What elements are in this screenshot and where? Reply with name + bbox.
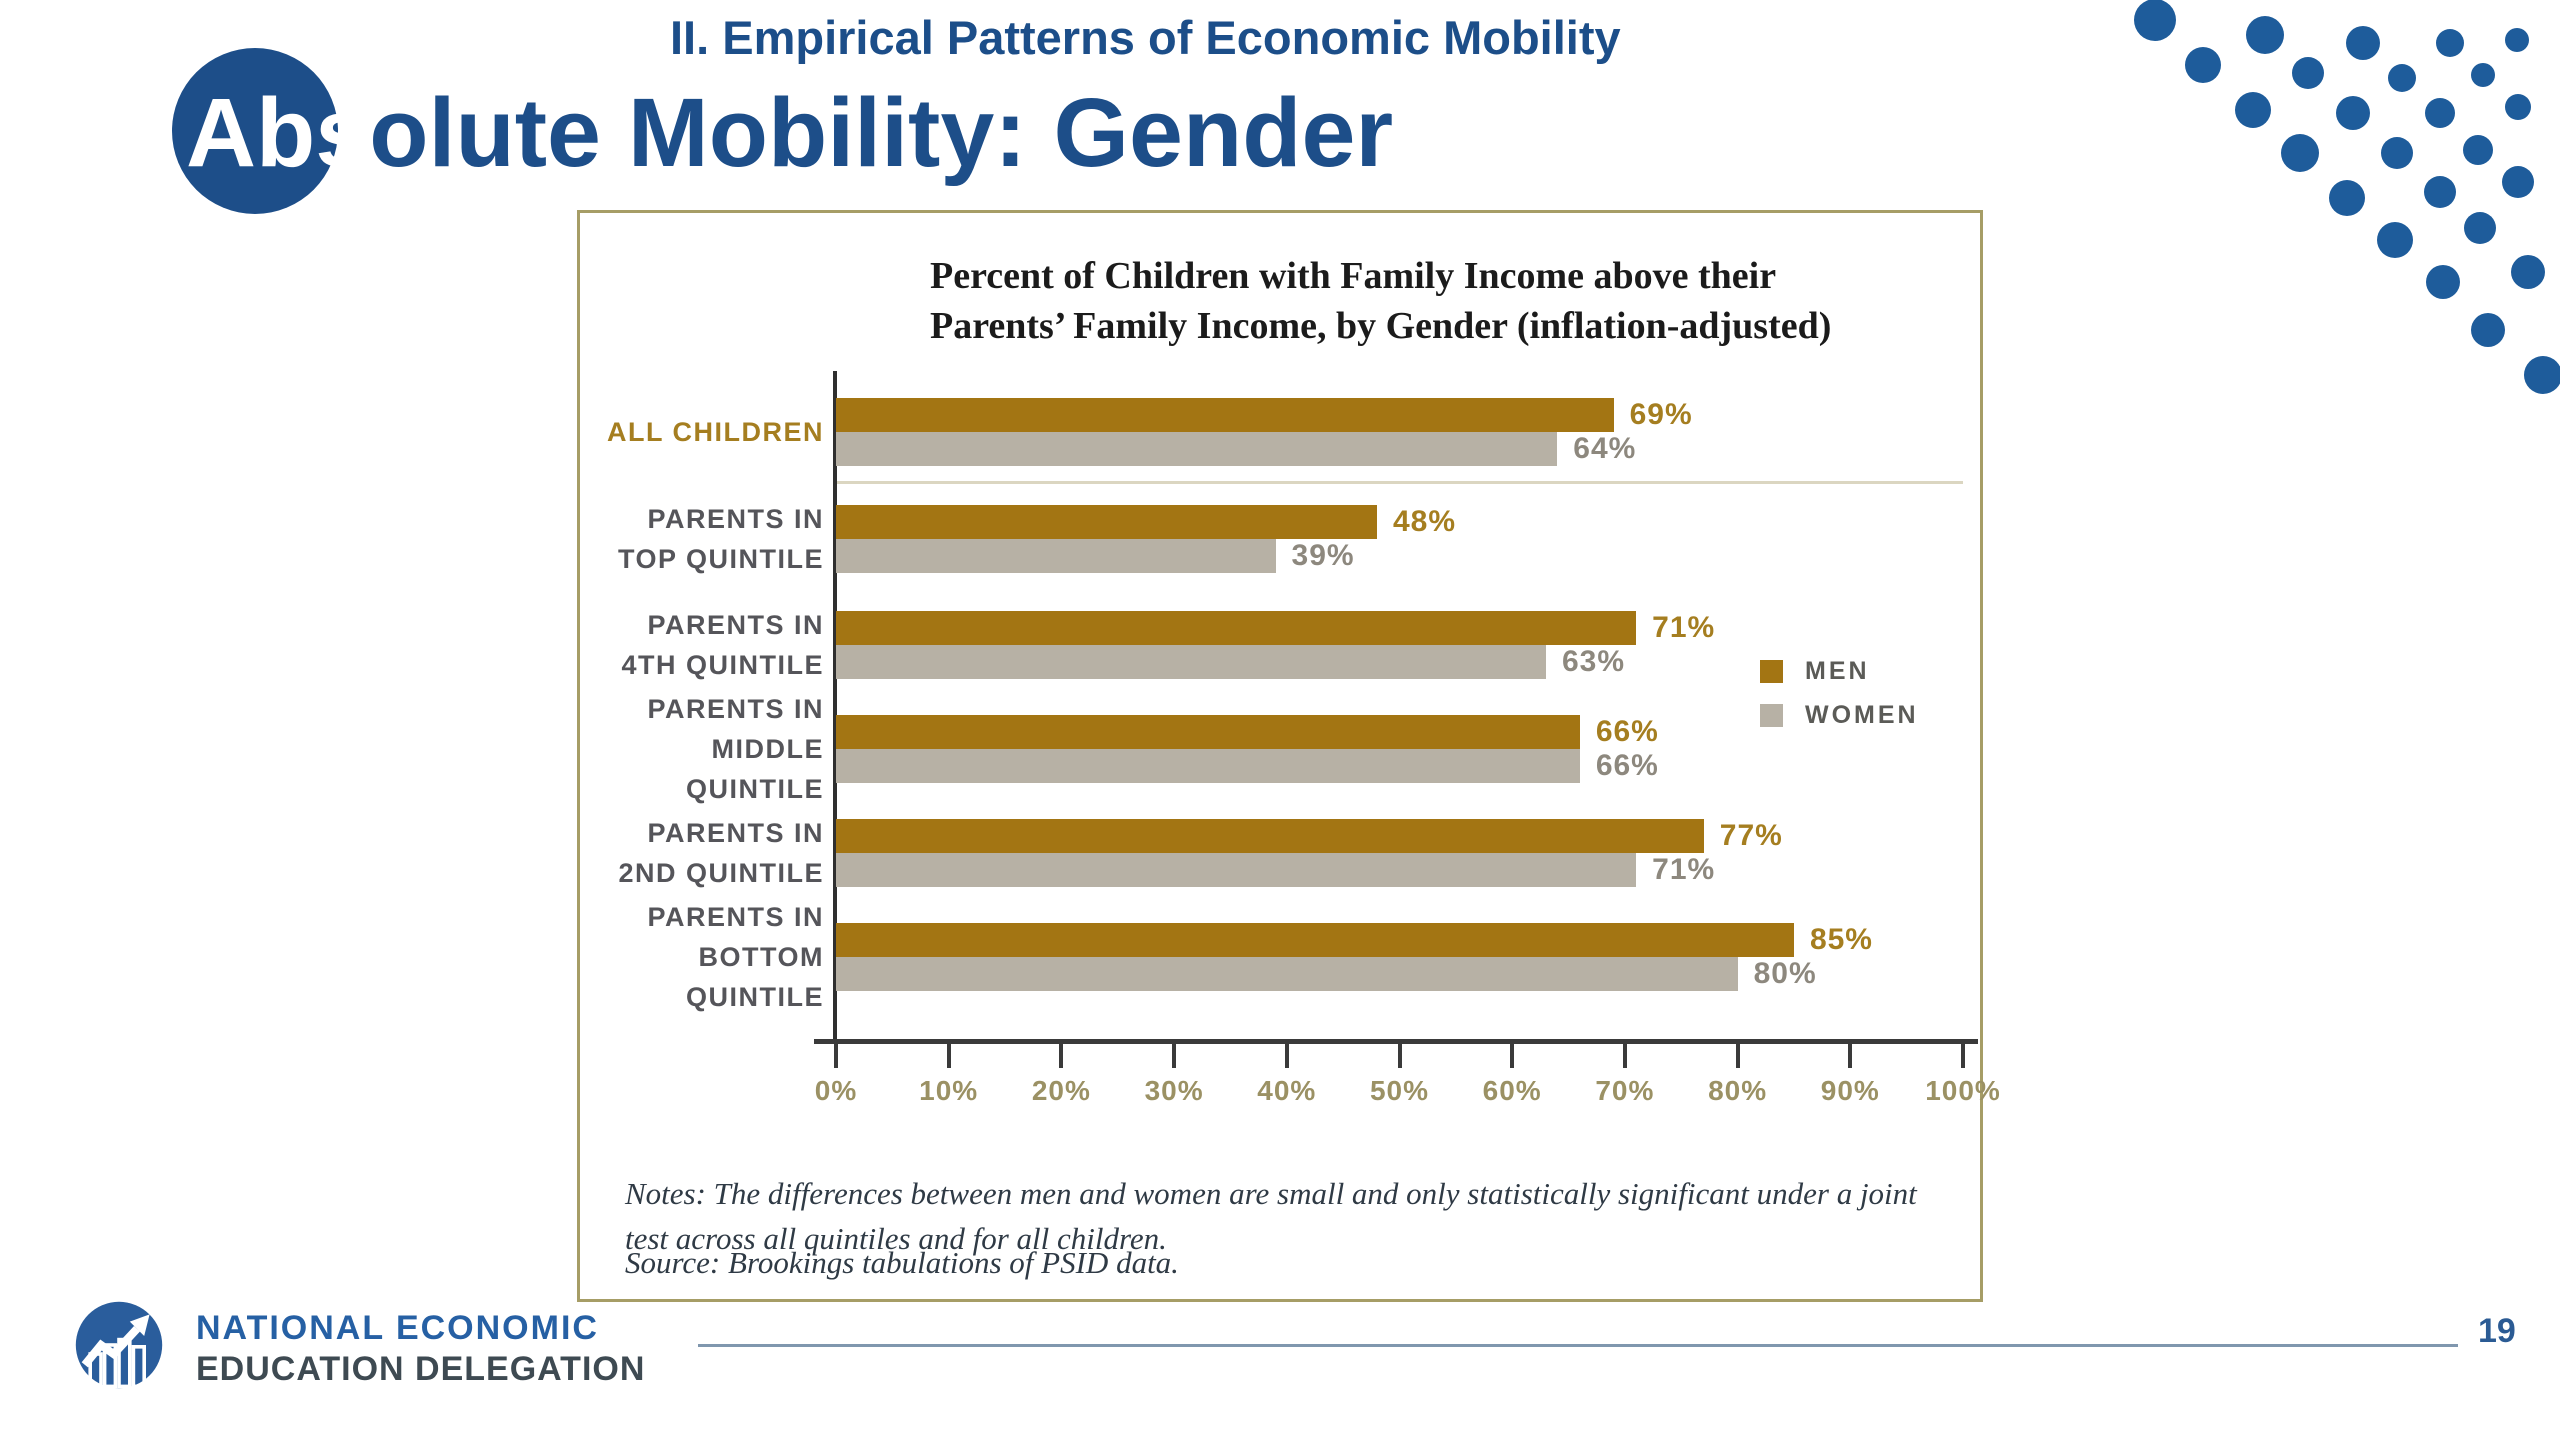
x-axis-tick-label: 90%	[1820, 1075, 1880, 1106]
x-axis-tick	[946, 1044, 951, 1068]
legend-label-women: WOMEN	[1805, 700, 1919, 729]
value-label-women: 39%	[1291, 539, 1355, 572]
category-label-line: BOTTOM QUINTILE	[686, 942, 824, 1012]
category-label: PARENTS IN 4TH QUINTILE	[580, 610, 824, 680]
page-title: Absolute Mobility: Gender	[186, 58, 1393, 208]
bar-men	[836, 611, 1637, 645]
value-label-women: 71%	[1652, 853, 1716, 886]
x-axis-tick-label: 50%	[1369, 1075, 1430, 1106]
category-label-line: 4TH QUINTILE	[621, 650, 824, 680]
bar-women	[836, 539, 1276, 573]
chart-legend: MEN WOMEN	[1760, 649, 1919, 737]
category-label-line: ALL CHILDREN	[607, 417, 824, 447]
x-axis-tick-label: 60%	[1482, 1075, 1542, 1106]
value-label-women: 66%	[1595, 749, 1659, 782]
x-axis-tick-label: 70%	[1595, 1075, 1655, 1106]
category-label-line: PARENTS IN	[647, 818, 824, 848]
bar-men	[836, 505, 1377, 539]
x-axis-tick	[1172, 1044, 1177, 1068]
x-axis-tick	[834, 1044, 838, 1068]
bar-women	[836, 432, 1558, 466]
corner-dots-pattern	[2134, 0, 2560, 394]
value-label-men: 71%	[1652, 611, 1716, 644]
category-label-line: PARENTS IN	[647, 610, 824, 640]
chart-source: Source: Brookings tabulations of PSID da…	[625, 1245, 1179, 1280]
logo-text-line2: EDUCATION DELEGATION	[196, 1350, 646, 1388]
category-label: PARENTS IN 2ND QUINTILE	[580, 818, 824, 888]
bar-women	[836, 645, 1546, 679]
plot-area: ALL CHILDREN 69% 64% PARENTS IN TOP QUINTILE…	[580, 213, 2000, 1299]
bar-women	[836, 957, 1738, 991]
legend-label-men: MEN	[1805, 656, 1870, 685]
need-logo-icon	[75, 1301, 163, 1389]
logo-text-line1: NATIONAL ECONOMIC	[196, 1309, 599, 1347]
value-label-men: 48%	[1392, 505, 1456, 538]
bar-men	[836, 923, 1794, 957]
y-axis-line	[833, 371, 837, 1044]
bar-women	[836, 749, 1580, 783]
x-axis-tick	[1848, 1044, 1853, 1068]
chart-title: Percent of Children with Family Income a…	[930, 251, 1831, 351]
x-axis-tick-label: 20%	[1031, 1075, 1091, 1106]
chart-title-line1: Percent of Children with Family Income a…	[930, 255, 1777, 297]
x-axis-tick-label: 10%	[919, 1075, 979, 1106]
value-label-women: 63%	[1562, 645, 1626, 678]
x-axis-tick-label: 100%	[1925, 1075, 2001, 1106]
x-axis-tick	[1059, 1044, 1064, 1068]
legend-row-men: MEN	[1760, 649, 1919, 693]
value-label-men: 66%	[1595, 715, 1659, 748]
category-label-line: PARENTS IN	[647, 504, 824, 534]
category-label: PARENTS IN BOTTOM QUINTILE	[580, 902, 824, 1012]
group-separator-line	[836, 481, 1963, 484]
x-axis-tick-label: 40%	[1257, 1075, 1317, 1106]
x-axis-tick	[1397, 1044, 1402, 1068]
bar-men	[836, 819, 1704, 853]
page-title-highlight: Abs	[186, 78, 370, 187]
category-label-line: MIDDLE QUINTILE	[686, 734, 824, 804]
category-label-line: TOP QUINTILE	[617, 544, 824, 574]
value-label-women: 64%	[1573, 432, 1637, 465]
section-title: II. Empirical Patterns of Economic Mobil…	[670, 11, 1621, 64]
x-axis-tick	[1735, 1044, 1740, 1068]
category-label: PARENTS IN MIDDLE QUINTILE	[580, 694, 824, 804]
chart-title-line2: Parents’ Family Income, by Gender (infla…	[930, 305, 1832, 347]
legend-swatch-women	[1760, 703, 1783, 727]
x-axis-tick-label: 80%	[1708, 1075, 1768, 1106]
category-label-line: PARENTS IN	[647, 902, 824, 932]
x-axis-tick-label: 30%	[1144, 1075, 1204, 1106]
chart-notes: Notes: The differences between men and w…	[625, 1176, 1917, 1256]
value-label-women: 80%	[1753, 957, 1817, 990]
x-axis-tick	[1961, 1044, 1965, 1068]
x-axis-tick	[1510, 1044, 1515, 1068]
category-label-line: PARENTS IN	[647, 694, 824, 724]
value-label-men: 77%	[1719, 819, 1783, 852]
bar-women	[836, 853, 1637, 887]
x-axis-tick	[1622, 1044, 1627, 1068]
x-axis-line	[814, 1039, 1978, 1044]
page-title-rest: olute Mobility: Gender	[369, 78, 1394, 187]
chart-panel: Percent of Children with Family Income a…	[577, 210, 2000, 1302]
category-label: ALL CHILDREN	[580, 398, 824, 466]
x-axis-tick-label: 0%	[814, 1075, 858, 1106]
bar-men	[836, 398, 1614, 432]
page-number: 19	[2478, 1312, 2516, 1350]
x-axis-tick	[1284, 1044, 1289, 1068]
title-highlight-circle	[172, 48, 338, 214]
value-label-men: 69%	[1629, 398, 1693, 431]
category-label-line: 2ND QUINTILE	[618, 858, 824, 888]
bar-men	[836, 715, 1580, 749]
logo-text: NATIONAL ECONOMIC EDUCATION DELEGATION	[196, 1308, 645, 1390]
legend-row-women: WOMEN	[1760, 693, 1919, 737]
footer-divider-line	[698, 1344, 2458, 1347]
legend-swatch-men	[1760, 659, 1783, 683]
value-label-men: 85%	[1809, 923, 1873, 956]
category-label: PARENTS IN TOP QUINTILE	[580, 504, 824, 574]
